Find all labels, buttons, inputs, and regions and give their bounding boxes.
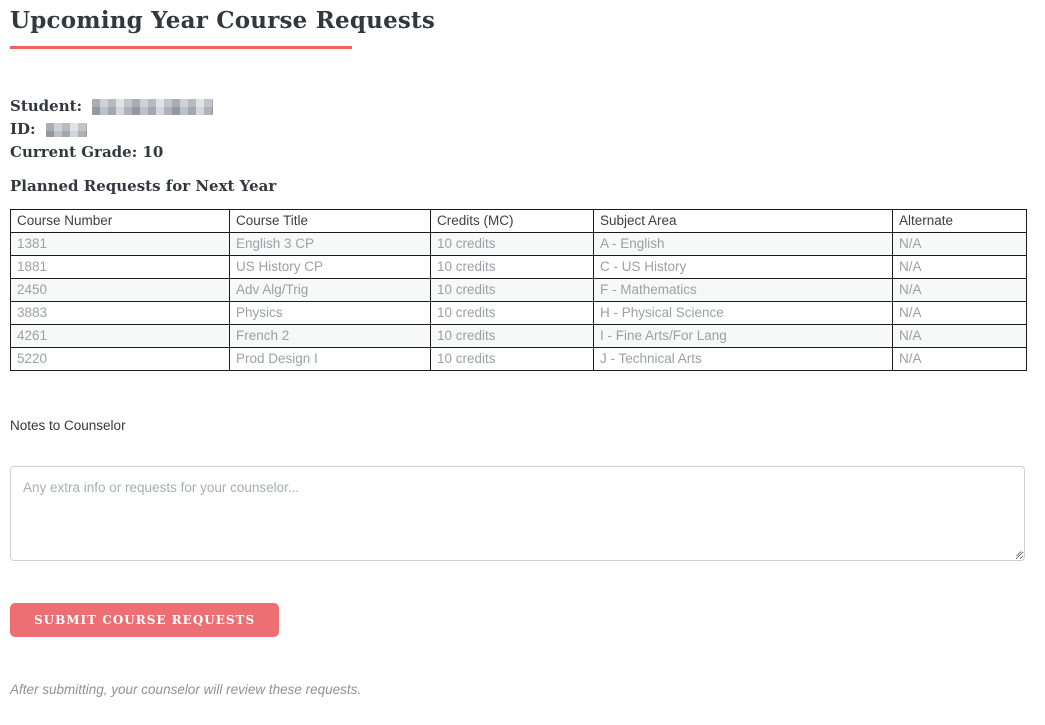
cell-course-number: 5220 [10, 347, 230, 372]
table-row: 5220 Prod Design I 10 credits J - Techni… [10, 347, 1027, 372]
cell-course-title: Prod Design I [229, 347, 431, 372]
cell-course-number: 1381 [10, 232, 230, 257]
notes-to-counselor-label: Notes to Counselor [10, 418, 126, 434]
cell-subject-area: H - Physical Science [593, 301, 893, 326]
cell-course-title: English 3 CP [229, 232, 431, 257]
cell-credits: 10 credits [430, 255, 594, 280]
table-row: 3883 Physics 10 credits H - Physical Sci… [10, 301, 1027, 326]
cell-alternate: N/A [892, 324, 1027, 349]
page-title: Upcoming Year Course Requests [10, 7, 436, 34]
cell-credits: 10 credits [430, 347, 594, 372]
course-requests-table: Course Number Course Title Credits (MC) … [10, 209, 1027, 372]
section-heading-planned-requests: Planned Requests for Next Year [10, 177, 277, 196]
cell-course-number: 1881 [10, 255, 230, 280]
cell-alternate: N/A [892, 278, 1027, 303]
cell-alternate: N/A [892, 301, 1027, 326]
notes-textarea[interactable] [10, 466, 1025, 562]
current-grade-value: 10 [142, 143, 164, 162]
footer-note: After submitting, your counselor will re… [10, 682, 362, 698]
cell-course-title: French 2 [229, 324, 431, 349]
current-grade-line: Current Grade: 10 [10, 141, 1035, 164]
cell-credits: 10 credits [430, 278, 594, 303]
table-row: 4261 French 2 10 credits I - Fine Arts/F… [10, 324, 1027, 349]
table-row: 2450 Adv Alg/Trig 10 credits F - Mathema… [10, 278, 1027, 303]
cell-subject-area: C - US History [593, 255, 893, 280]
cell-alternate: N/A [892, 347, 1027, 372]
cell-subject-area: I - Fine Arts/For Lang [593, 324, 893, 349]
cell-course-number: 2450 [10, 278, 230, 303]
table-row: 1381 English 3 CP 10 credits A - English… [10, 232, 1027, 257]
cell-course-number: 4261 [10, 324, 230, 349]
cell-course-title: Adv Alg/Trig [229, 278, 431, 303]
student-id-label: ID: [10, 120, 36, 139]
notes-textarea-wrap [10, 466, 1025, 562]
table-header-row: Course Number Course Title Credits (MC) … [10, 209, 1027, 234]
cell-course-title: Physics [229, 301, 431, 326]
cell-subject-area: F - Mathematics [593, 278, 893, 303]
title-underline [10, 46, 352, 50]
cell-course-title: US History CP [229, 255, 431, 280]
cell-credits: 10 credits [430, 301, 594, 326]
column-header-course-title: Course Title [229, 209, 431, 234]
column-header-credits: Credits (MC) [430, 209, 594, 234]
course-requests-page: Upcoming Year Course Requests Student: I… [10, 7, 1035, 698]
cell-alternate: N/A [892, 232, 1027, 257]
table-row: 1881 US History CP 10 credits C - US His… [10, 255, 1027, 280]
cell-course-number: 3883 [10, 301, 230, 326]
student-name-redacted [92, 99, 214, 116]
submit-course-requests-button[interactable]: SUBMIT COURSE REQUESTS [10, 603, 280, 638]
student-label: Student: [10, 97, 83, 116]
student-name-line: Student: [10, 95, 1035, 118]
cell-credits: 10 credits [430, 324, 594, 349]
student-id-line: ID: [10, 118, 1035, 141]
student-id-redacted [45, 123, 87, 138]
column-header-subject-area: Subject Area [593, 209, 893, 234]
column-header-course-number: Course Number [10, 209, 230, 234]
current-grade-label: Current Grade: [10, 143, 138, 162]
cell-credits: 10 credits [430, 232, 594, 257]
column-header-alternate: Alternate [892, 209, 1027, 234]
cell-subject-area: A - English [593, 232, 893, 257]
cell-subject-area: J - Technical Arts [593, 347, 893, 372]
student-info: Student: ID: Current Grade: 10 [10, 95, 1035, 164]
cell-alternate: N/A [892, 255, 1027, 280]
